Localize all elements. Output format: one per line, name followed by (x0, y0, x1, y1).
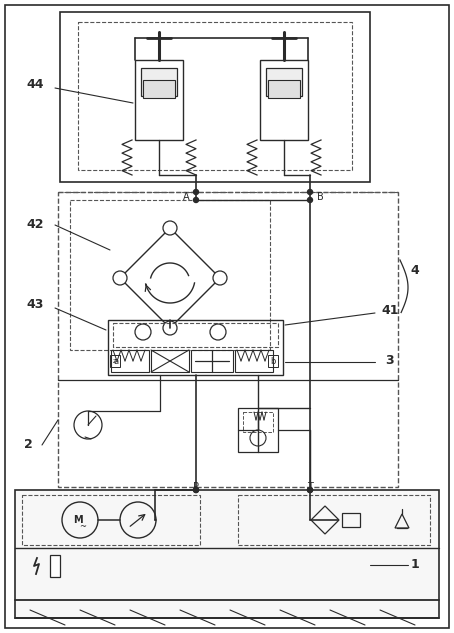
Circle shape (307, 487, 312, 492)
Text: M: M (73, 515, 83, 525)
Bar (268, 80, 300, 98)
Circle shape (307, 487, 312, 492)
Bar (58, 192, 398, 487)
Text: z: z (113, 358, 117, 364)
Circle shape (113, 271, 127, 285)
Bar (113, 323, 278, 347)
Bar (50, 555, 60, 577)
Text: 42: 42 (26, 218, 44, 232)
Bar (70, 200, 270, 350)
Circle shape (193, 487, 198, 492)
Bar (111, 350, 149, 372)
Text: 41: 41 (381, 303, 399, 316)
Text: 2: 2 (24, 439, 32, 451)
Circle shape (193, 189, 198, 194)
Bar (260, 60, 308, 140)
Text: 44: 44 (26, 78, 44, 92)
Bar (110, 355, 120, 367)
Text: 4: 4 (410, 263, 419, 277)
Circle shape (135, 324, 151, 340)
Circle shape (210, 324, 226, 340)
Bar (243, 412, 273, 432)
Bar (22, 495, 200, 545)
Text: ~: ~ (79, 522, 87, 532)
Bar (191, 350, 233, 372)
Text: B: B (316, 192, 323, 202)
Text: b: b (270, 358, 276, 367)
Text: 3: 3 (386, 353, 395, 367)
Text: a: a (114, 358, 118, 367)
Circle shape (193, 487, 198, 492)
Circle shape (213, 271, 227, 285)
Bar (235, 350, 273, 372)
Bar (266, 68, 302, 96)
Text: 1: 1 (410, 558, 419, 572)
Circle shape (307, 197, 312, 203)
Text: A: A (183, 192, 189, 202)
Bar (108, 320, 283, 375)
Circle shape (163, 221, 177, 235)
Bar (238, 408, 278, 452)
Text: T: T (307, 482, 313, 492)
Circle shape (163, 321, 177, 335)
Circle shape (307, 189, 312, 194)
Bar (238, 495, 430, 545)
Circle shape (193, 197, 198, 203)
Bar (141, 68, 177, 96)
Bar (78, 22, 352, 170)
Text: 43: 43 (26, 299, 44, 311)
Bar (143, 80, 175, 98)
Bar (135, 60, 183, 140)
Bar (151, 350, 189, 372)
Bar (342, 513, 360, 527)
Bar (15, 490, 439, 618)
Bar (268, 355, 278, 367)
Bar (60, 12, 370, 182)
Text: P: P (193, 482, 199, 492)
